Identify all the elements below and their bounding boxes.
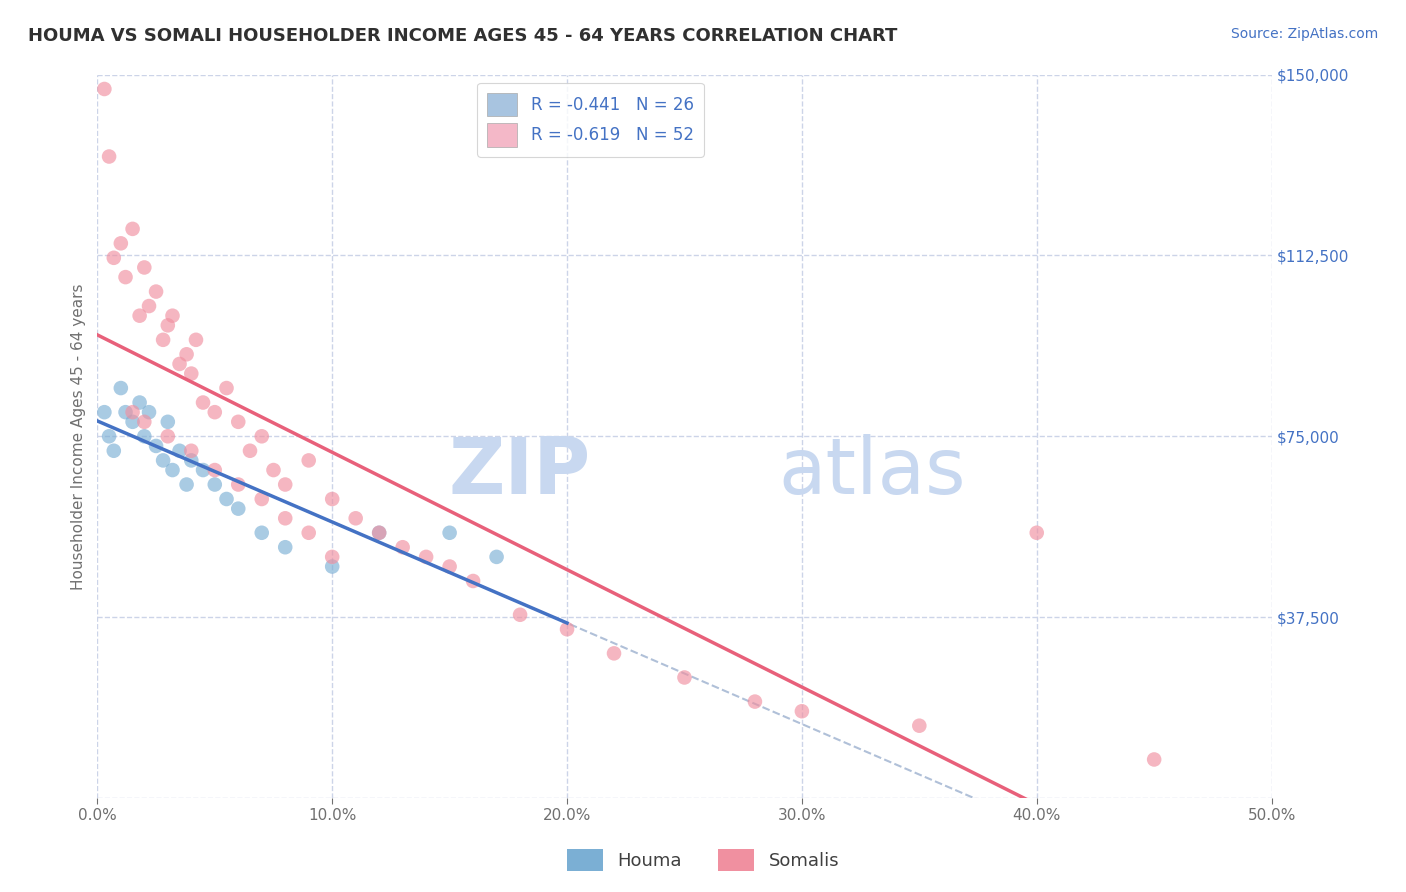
Point bbox=[152, 453, 174, 467]
Point bbox=[461, 574, 484, 588]
Point bbox=[204, 405, 226, 419]
Point bbox=[180, 367, 202, 381]
Point bbox=[156, 429, 179, 443]
Point bbox=[176, 477, 198, 491]
Point bbox=[274, 511, 297, 525]
Point bbox=[138, 299, 160, 313]
Point bbox=[145, 439, 167, 453]
Point bbox=[152, 333, 174, 347]
Point bbox=[204, 463, 226, 477]
Point bbox=[93, 405, 115, 419]
Point bbox=[98, 149, 121, 163]
Point bbox=[110, 236, 132, 251]
Point bbox=[98, 429, 121, 443]
Point bbox=[509, 607, 531, 622]
Point bbox=[156, 318, 179, 333]
Point bbox=[439, 559, 461, 574]
Text: HOUMA VS SOMALI HOUSEHOLDER INCOME AGES 45 - 64 YEARS CORRELATION CHART: HOUMA VS SOMALI HOUSEHOLDER INCOME AGES … bbox=[28, 27, 897, 45]
Point bbox=[274, 540, 297, 554]
Point bbox=[103, 251, 125, 265]
Point bbox=[368, 525, 391, 540]
Point bbox=[263, 463, 285, 477]
Point bbox=[274, 477, 297, 491]
Point bbox=[184, 333, 207, 347]
Point bbox=[191, 463, 214, 477]
Point bbox=[298, 453, 321, 467]
Point bbox=[321, 549, 343, 564]
Point bbox=[169, 443, 191, 458]
Point bbox=[134, 429, 156, 443]
Point bbox=[555, 622, 578, 636]
Point bbox=[191, 395, 214, 409]
Point bbox=[103, 443, 125, 458]
Point bbox=[110, 381, 132, 395]
Text: Source: ZipAtlas.com: Source: ZipAtlas.com bbox=[1230, 27, 1378, 41]
Point bbox=[169, 357, 191, 371]
Point bbox=[128, 395, 150, 409]
Point bbox=[134, 415, 156, 429]
Point bbox=[250, 525, 273, 540]
Legend: R = -0.441   N = 26, R = -0.619   N = 52: R = -0.441 N = 26, R = -0.619 N = 52 bbox=[478, 83, 703, 157]
Point bbox=[239, 443, 262, 458]
Point bbox=[226, 477, 249, 491]
Point bbox=[391, 540, 413, 554]
Point bbox=[908, 719, 931, 733]
Point bbox=[128, 309, 150, 323]
Point bbox=[121, 415, 143, 429]
Legend: Houma, Somalis: Houma, Somalis bbox=[560, 842, 846, 879]
Point bbox=[156, 415, 179, 429]
Point bbox=[790, 704, 813, 718]
Point bbox=[121, 222, 143, 236]
Point bbox=[415, 549, 437, 564]
Point bbox=[1025, 525, 1047, 540]
Point bbox=[204, 477, 226, 491]
Point bbox=[603, 646, 626, 660]
Point bbox=[368, 525, 391, 540]
Point bbox=[145, 285, 167, 299]
Point bbox=[439, 525, 461, 540]
Point bbox=[298, 525, 321, 540]
Text: ZIP: ZIP bbox=[449, 434, 591, 510]
Point bbox=[215, 491, 238, 506]
Point bbox=[673, 670, 696, 684]
Point bbox=[114, 405, 136, 419]
Y-axis label: Householder Income Ages 45 - 64 years: Householder Income Ages 45 - 64 years bbox=[72, 283, 86, 590]
Point bbox=[93, 82, 115, 96]
Point bbox=[114, 270, 136, 285]
Point bbox=[138, 405, 160, 419]
Point bbox=[215, 381, 238, 395]
Point bbox=[744, 695, 766, 709]
Point bbox=[134, 260, 156, 275]
Point bbox=[180, 443, 202, 458]
Point bbox=[485, 549, 508, 564]
Point bbox=[250, 429, 273, 443]
Point bbox=[176, 347, 198, 361]
Point bbox=[121, 405, 143, 419]
Point bbox=[162, 309, 184, 323]
Point bbox=[250, 491, 273, 506]
Point bbox=[321, 559, 343, 574]
Point bbox=[321, 491, 343, 506]
Point bbox=[226, 415, 249, 429]
Point bbox=[1143, 752, 1166, 766]
Text: atlas: atlas bbox=[779, 434, 966, 510]
Point bbox=[226, 501, 249, 516]
Point bbox=[344, 511, 367, 525]
Point bbox=[162, 463, 184, 477]
Point bbox=[180, 453, 202, 467]
